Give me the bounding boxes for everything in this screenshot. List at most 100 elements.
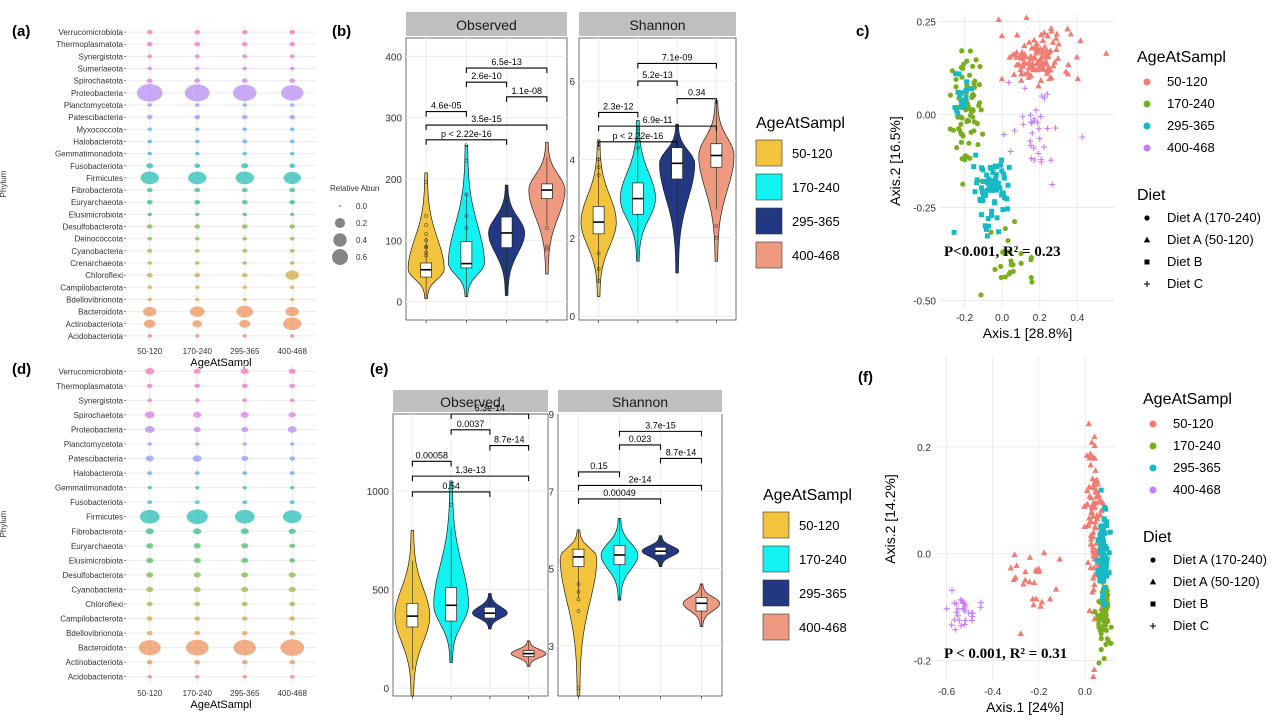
point-f: [1097, 532, 1103, 538]
point-f: [1026, 578, 1033, 585]
point-f: [1092, 499, 1100, 506]
point-f: [1097, 578, 1103, 584]
bubble-a: [146, 272, 153, 278]
y-tick-label: 4: [569, 155, 575, 166]
phylum-tick-label: Fusobacteriota: [70, 162, 123, 171]
point-c: [1006, 164, 1012, 170]
size-legend-label: 0.0: [356, 202, 368, 211]
point-c: [1051, 58, 1059, 65]
point-f: [1098, 507, 1105, 513]
point-c: [1054, 55, 1062, 61]
phylum-tick-label: Crenarchaeota: [70, 259, 123, 268]
legend-age-title: AgeAtSampl: [1137, 49, 1226, 66]
point-c: [1021, 42, 1028, 49]
bubble-a: [147, 151, 152, 156]
point-c: [1025, 60, 1032, 66]
x-tick-label: -0.2: [1030, 687, 1048, 698]
point-f: [1102, 615, 1108, 621]
outlier-point: [424, 232, 428, 237]
comparison-p-label: 0.00058: [415, 450, 448, 460]
phylum-tick-label: Campilobacterota: [60, 283, 123, 292]
phylum-tick-label: Elusimicrobiota: [69, 556, 124, 565]
point-c: [1001, 171, 1007, 177]
legend-title: AgeAtSampl: [756, 115, 845, 132]
point-c: [989, 187, 995, 193]
phylum-tick-label: Bdellovibrionota: [66, 629, 123, 638]
y-tick-label: 100: [385, 236, 402, 247]
point-c: [1000, 207, 1006, 213]
comparison-p-label: 6.3e-14: [475, 403, 506, 413]
point-f: [1099, 596, 1105, 602]
bubble-d: [241, 557, 249, 564]
y-tick-label: 0.0: [917, 550, 931, 561]
x-tick-label: -0.4: [984, 687, 1002, 698]
point-c: [1053, 30, 1061, 37]
phylum-tick-label: Synergistota: [79, 396, 124, 405]
bubble-a: [285, 306, 300, 317]
point-c: [992, 200, 998, 206]
outlier-point: [449, 502, 453, 507]
phylum-tick-label: Bacteroidota: [78, 644, 123, 653]
panel-label-b: (b): [332, 23, 351, 40]
legend-diet-title: Diet: [1137, 187, 1166, 204]
bubble-d: [193, 528, 202, 535]
point-c: [978, 212, 984, 218]
point-c: [964, 79, 970, 85]
bubble-a: [147, 261, 152, 265]
point-f: [1037, 602, 1044, 609]
point-c: [1025, 74, 1032, 80]
point-f: [953, 609, 960, 616]
point-f: [1086, 607, 1093, 614]
legend-age-swatch: [1149, 486, 1157, 494]
phylum-tick-label: Cyanobacteria: [71, 247, 123, 256]
bubble-a: [146, 199, 153, 205]
legend-age-swatch: [1143, 144, 1151, 152]
legend-diet-title: Diet: [1143, 529, 1172, 546]
bubble-d: [145, 455, 154, 462]
category-tick-label: 295-365: [230, 347, 260, 356]
phylum-tick-label: Thermoplasmatota: [56, 40, 123, 49]
point-c: [1064, 70, 1072, 77]
point-f: [1096, 538, 1102, 544]
comparison-bracket: [411, 460, 452, 467]
point-c: [1079, 134, 1086, 141]
x-axis-title: Axis.1 [28.8%]: [983, 325, 1073, 341]
bubble-a: [188, 171, 207, 185]
point-c: [1055, 40, 1062, 47]
size-legend-circle: [333, 233, 347, 247]
legend-label: 50-120: [792, 146, 832, 161]
point-legend-diet-swatch: [1150, 601, 1156, 607]
outlier-point: [464, 143, 469, 148]
point-f: [1088, 438, 1095, 445]
legend-age-label: 400-468: [1173, 482, 1221, 497]
point-f: [1040, 549, 1048, 556]
point-c: [1006, 53, 1013, 60]
comparison-p-label: 6.9e-11: [643, 115, 673, 125]
size-legend-label: 0.6: [356, 253, 368, 262]
x-tick-label: 0.0: [995, 313, 1009, 324]
comparison-bracket: [425, 124, 548, 131]
bubble-d: [289, 659, 296, 665]
y-tick-label: 0: [396, 298, 402, 309]
bubble-a: [289, 78, 296, 83]
y-tick-label: 200: [385, 175, 402, 186]
point-f: [952, 626, 959, 633]
bubble-d: [240, 368, 249, 375]
bubble-a: [235, 171, 254, 185]
bubble-d: [145, 528, 154, 535]
point-f: [1087, 461, 1094, 468]
legend-label: 400-468: [792, 248, 840, 263]
point-f: [1020, 580, 1027, 587]
point-f: [948, 622, 955, 629]
point-f: [955, 605, 962, 612]
bubble-a: [241, 224, 248, 229]
comparison-p-label: 4.6e-05: [431, 101, 462, 111]
outlier-point: [617, 597, 622, 602]
legend-age-label: 170-240: [1167, 96, 1215, 111]
legend-title: AgeAtSampl: [763, 487, 852, 504]
bubble-a: [147, 54, 153, 59]
bubble-d: [289, 500, 295, 505]
bubble-a: [146, 114, 153, 120]
comparison-bracket: [577, 498, 662, 504]
